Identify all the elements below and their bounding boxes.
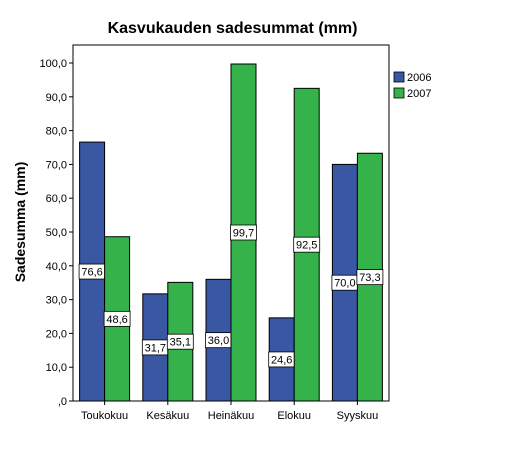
data-label-box (356, 269, 384, 286)
x-tick-label: Kesäkuu (146, 410, 189, 422)
data-label: 36,0 (208, 335, 229, 347)
data-label: 99,7 (233, 228, 254, 240)
legend-swatch-2006 (393, 71, 405, 83)
data-label: 76,6 (81, 267, 102, 279)
y-tick-label: 50,0 (46, 227, 67, 239)
y-tick-label: 100,0 (39, 58, 67, 70)
y-tick-label: 10,0 (46, 362, 67, 374)
x-tick-label: Toukokuu (81, 410, 128, 422)
data-label-box (103, 310, 131, 327)
data-label: 70,0 (334, 278, 355, 290)
y-tick-label: 20,0 (46, 328, 67, 340)
data-label-box (293, 236, 321, 253)
y-tick-label: 60,0 (46, 193, 67, 205)
y-tick-label: 30,0 (46, 295, 67, 307)
y-tick-label: 40,0 (46, 261, 67, 273)
data-label: 92,5 (296, 240, 317, 252)
data-label: 73,3 (359, 272, 380, 284)
x-tick-label: Elokuu (277, 410, 311, 422)
data-label: 48,6 (106, 314, 127, 326)
x-tick-label: Heinäkuu (208, 410, 254, 422)
chart-title: Kasvukauden sadesummat (mm) (107, 20, 358, 37)
y-tick-label: 80,0 (46, 126, 67, 138)
data-label-box (230, 224, 257, 241)
data-label: 35,1 (170, 337, 191, 349)
legend-label-2006: 2006 (407, 72, 431, 84)
x-tick-label: Syyskuu (337, 410, 379, 422)
y-tick-label: 70,0 (46, 159, 67, 171)
data-label-box (166, 333, 194, 350)
data-label: 24,6 (271, 354, 292, 366)
data-label: 31,7 (145, 342, 166, 354)
legend-swatch-2007 (393, 87, 405, 99)
y-tick-label: 90,0 (46, 92, 67, 104)
legend-label-2007: 2007 (407, 88, 431, 100)
y-tick-label: ,0 (58, 396, 67, 408)
